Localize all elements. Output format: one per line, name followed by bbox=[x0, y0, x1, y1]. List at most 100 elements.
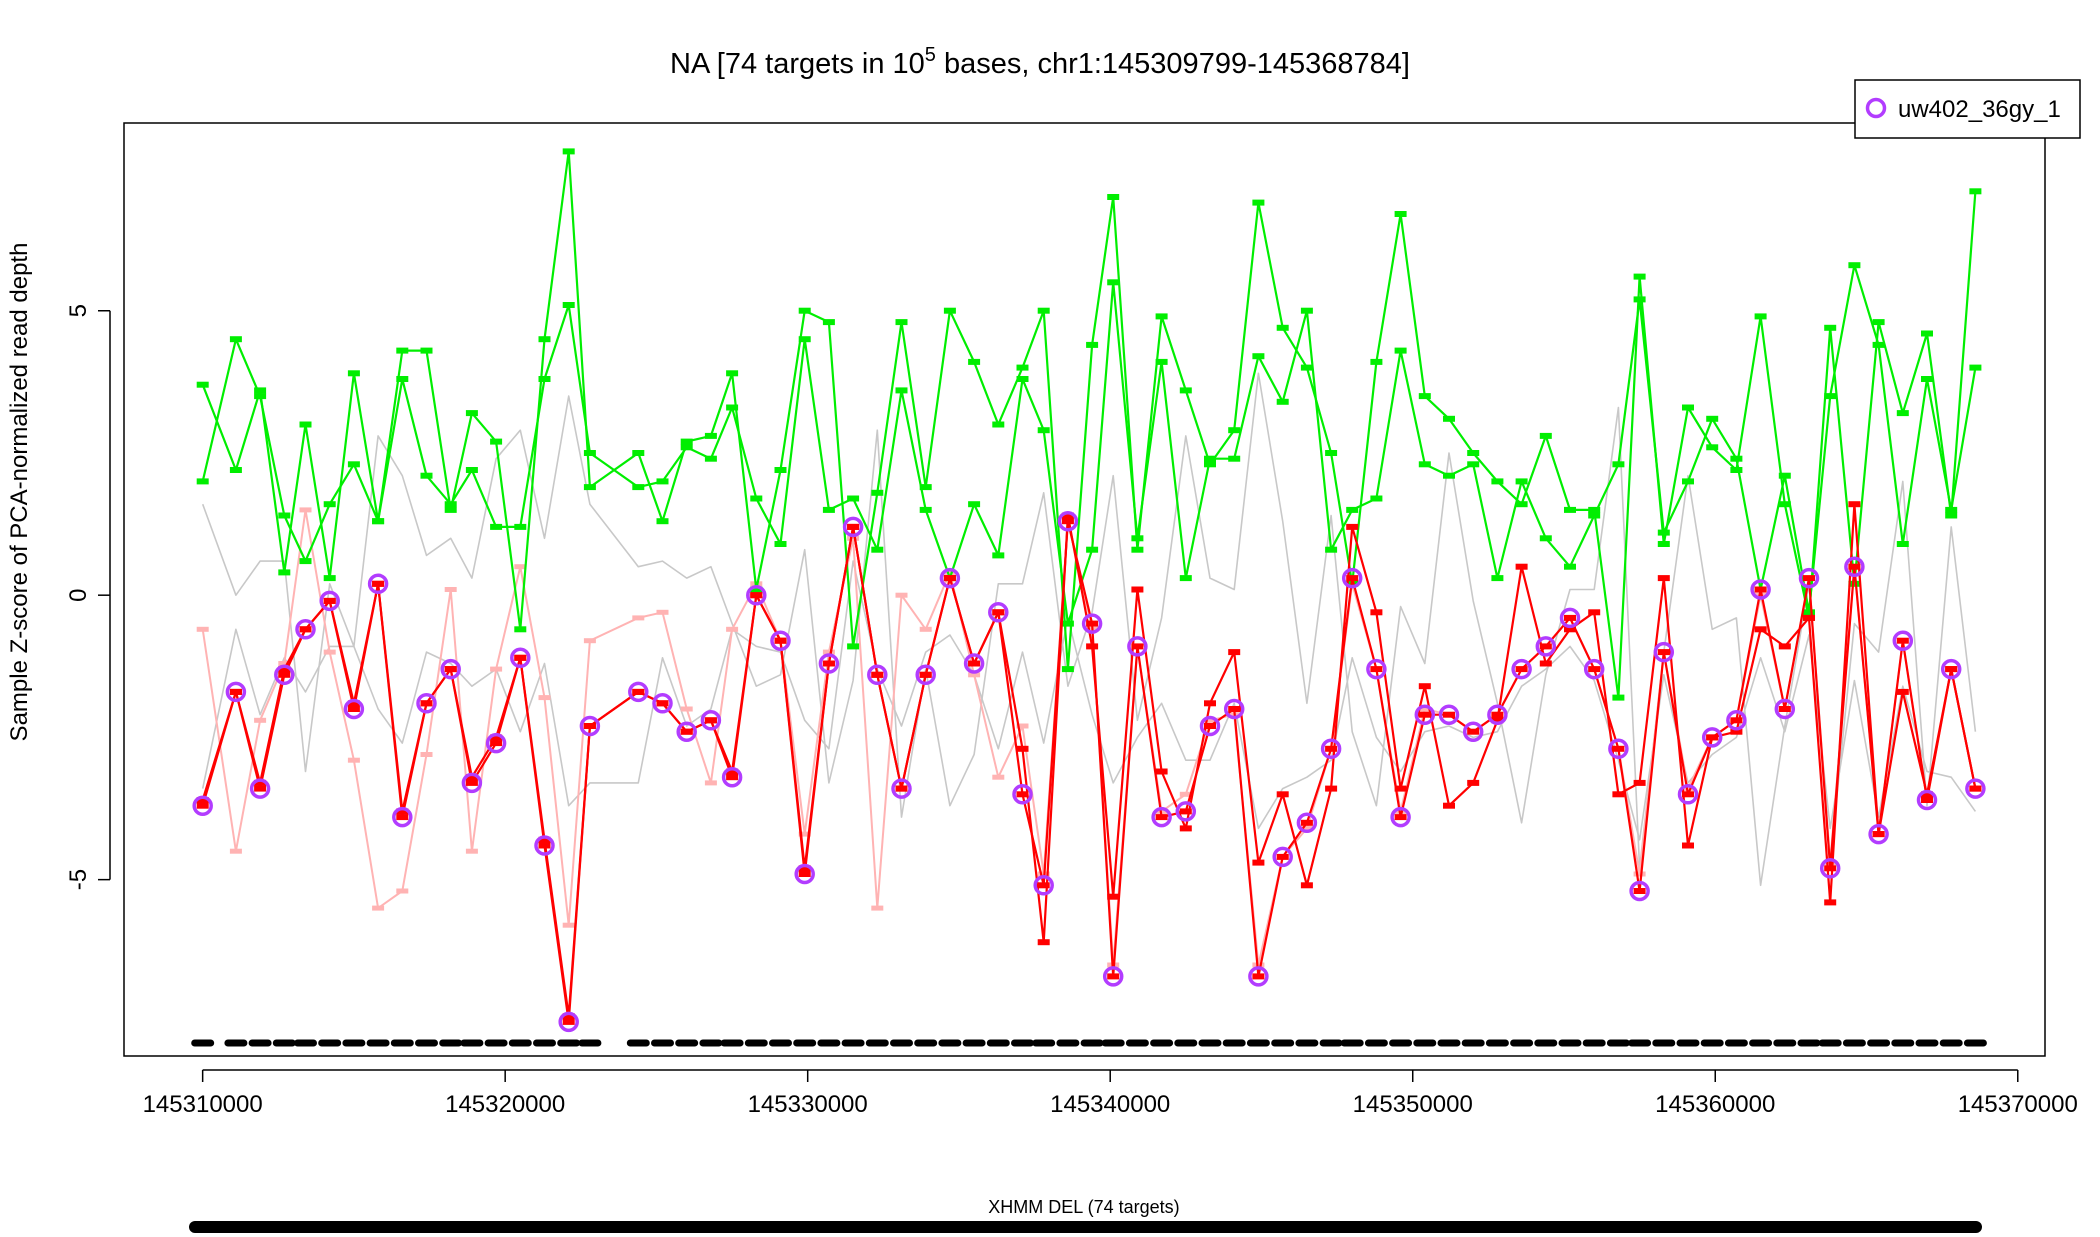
sample-point-marker bbox=[1341, 567, 1363, 589]
sample-point-marker bbox=[746, 584, 767, 606]
sample-point-marker bbox=[343, 698, 365, 720]
sample-point-marker bbox=[1057, 510, 1079, 532]
x-tick-label: 145310000 bbox=[143, 1091, 263, 1118]
sample-point-marker bbox=[1511, 658, 1532, 680]
title-main: NA [74 targets in 10 bbox=[670, 48, 925, 80]
sample-point-marker bbox=[891, 778, 912, 799]
sample-point-marker bbox=[1012, 784, 1033, 805]
sample-point-marker bbox=[1701, 727, 1723, 748]
sample-point-marker bbox=[249, 778, 271, 799]
sample-point-marker bbox=[1272, 846, 1293, 868]
sample-point-marker bbox=[579, 715, 601, 737]
sample-marker-group bbox=[192, 510, 1986, 1033]
x-tick-label: 145330000 bbox=[748, 1091, 868, 1118]
sample-point-marker bbox=[1559, 607, 1581, 629]
sample-point-marker bbox=[963, 653, 985, 674]
x-axis-label: XHMM DEL (74 targets) bbox=[988, 1197, 1179, 1217]
green-series-group bbox=[196, 148, 1982, 701]
sample-point-marker bbox=[319, 590, 340, 612]
sample-point-marker bbox=[818, 653, 840, 674]
sample-point-marker bbox=[1653, 641, 1675, 663]
plot-frame bbox=[123, 122, 2046, 1057]
sample-point-marker bbox=[1583, 658, 1605, 680]
sample-series-line bbox=[201, 520, 1977, 1024]
sample-point-marker bbox=[1629, 880, 1650, 902]
sample-point-marker bbox=[274, 664, 295, 686]
sample-point-marker bbox=[770, 630, 791, 651]
sample-point-marker bbox=[1844, 556, 1865, 577]
sample-point-marker bbox=[1175, 801, 1197, 822]
sample-point-marker bbox=[225, 681, 247, 703]
sample-point-marker bbox=[1296, 812, 1318, 834]
sample-point-marker bbox=[1414, 704, 1436, 725]
sample-point-marker bbox=[628, 681, 649, 703]
sample-point-marker bbox=[1223, 698, 1245, 720]
sample-point-marker bbox=[1320, 738, 1342, 760]
sample-point-marker bbox=[1868, 823, 1889, 845]
sample-point-marker bbox=[1677, 784, 1699, 805]
sample-point-marker bbox=[652, 693, 673, 714]
sample-point-marker bbox=[1462, 721, 1484, 742]
legend: uw402_36gy_1 bbox=[1854, 79, 2081, 139]
title-exponent: 5 bbox=[925, 44, 936, 66]
sample-point-marker bbox=[510, 647, 531, 669]
chart-title: NA [74 targets in 105 bases, chr1:145309… bbox=[670, 44, 1410, 80]
sample-point-marker bbox=[1965, 778, 1986, 799]
sample-point-marker bbox=[1819, 858, 1841, 879]
y-axis-label: Sample Z-score of PCA-normalized read de… bbox=[6, 243, 33, 742]
sample-point-marker bbox=[1940, 658, 1962, 680]
sample-point-marker bbox=[1608, 738, 1629, 760]
sample-point-marker bbox=[842, 516, 864, 538]
sample-point-marker bbox=[721, 766, 743, 788]
sample-point-marker bbox=[1033, 875, 1054, 896]
sample-point-marker bbox=[534, 835, 555, 856]
sample-point-marker bbox=[416, 693, 437, 714]
sample-point-marker bbox=[461, 772, 483, 794]
x-tick-label: 145360000 bbox=[1655, 1091, 1775, 1118]
y-axis: -5 0 5 bbox=[65, 304, 111, 890]
sample-point-marker bbox=[1750, 579, 1771, 600]
sample-point-marker bbox=[1390, 806, 1411, 828]
sample-point-marker bbox=[676, 721, 697, 742]
sample-point-marker bbox=[1102, 966, 1124, 987]
sample-point-marker bbox=[367, 573, 389, 595]
green-upper-line bbox=[201, 150, 1977, 699]
y-tick-label: 0 bbox=[65, 589, 92, 602]
sample-point-marker bbox=[1487, 704, 1508, 725]
sample-point-marker bbox=[440, 658, 461, 680]
sample-point-marker bbox=[1535, 636, 1557, 657]
sample-point-marker bbox=[1081, 613, 1103, 634]
sample-point-marker bbox=[485, 732, 507, 754]
legend-marker-icon bbox=[1865, 97, 1887, 119]
title-suffix: bases, chr1:145309799-145368784] bbox=[936, 48, 1410, 80]
sample-point-marker bbox=[915, 664, 936, 686]
sample-point-marker bbox=[1726, 710, 1747, 731]
x-tick-label: 145350000 bbox=[1353, 1091, 1473, 1118]
sample-point-marker bbox=[1798, 567, 1820, 589]
gray-a-line bbox=[201, 372, 1977, 887]
legend-label: uw402_36gy_1 bbox=[1898, 96, 2061, 123]
sample-point-marker bbox=[192, 795, 213, 816]
sample-point-marker bbox=[988, 602, 1009, 623]
sample-point-marker bbox=[1248, 966, 1269, 987]
x-axis: 145310000 145320000 145330000 145340000 1453… bbox=[143, 1069, 2078, 1118]
red-series-group bbox=[196, 501, 1982, 1025]
sample-point-marker bbox=[1366, 658, 1387, 680]
sample-point-marker bbox=[939, 567, 961, 589]
sample-point-marker bbox=[1151, 806, 1172, 828]
sample-point-marker bbox=[1127, 636, 1148, 657]
y-tick-label: 5 bbox=[65, 304, 92, 317]
sample-point-marker bbox=[1438, 704, 1460, 725]
gray-b-line bbox=[201, 560, 1977, 841]
sample-point-marker bbox=[392, 806, 413, 828]
sample-point-marker bbox=[1916, 789, 1938, 811]
sample-point-marker bbox=[794, 863, 815, 885]
sample-point-marker bbox=[867, 664, 888, 686]
sample-point-marker bbox=[1774, 698, 1796, 720]
sample-point-marker bbox=[558, 1011, 579, 1033]
x-tick-label: 145320000 bbox=[445, 1091, 565, 1118]
sample-point-marker bbox=[700, 710, 722, 731]
y-tick-label: -5 bbox=[65, 869, 92, 890]
legend-box bbox=[1854, 79, 2081, 139]
